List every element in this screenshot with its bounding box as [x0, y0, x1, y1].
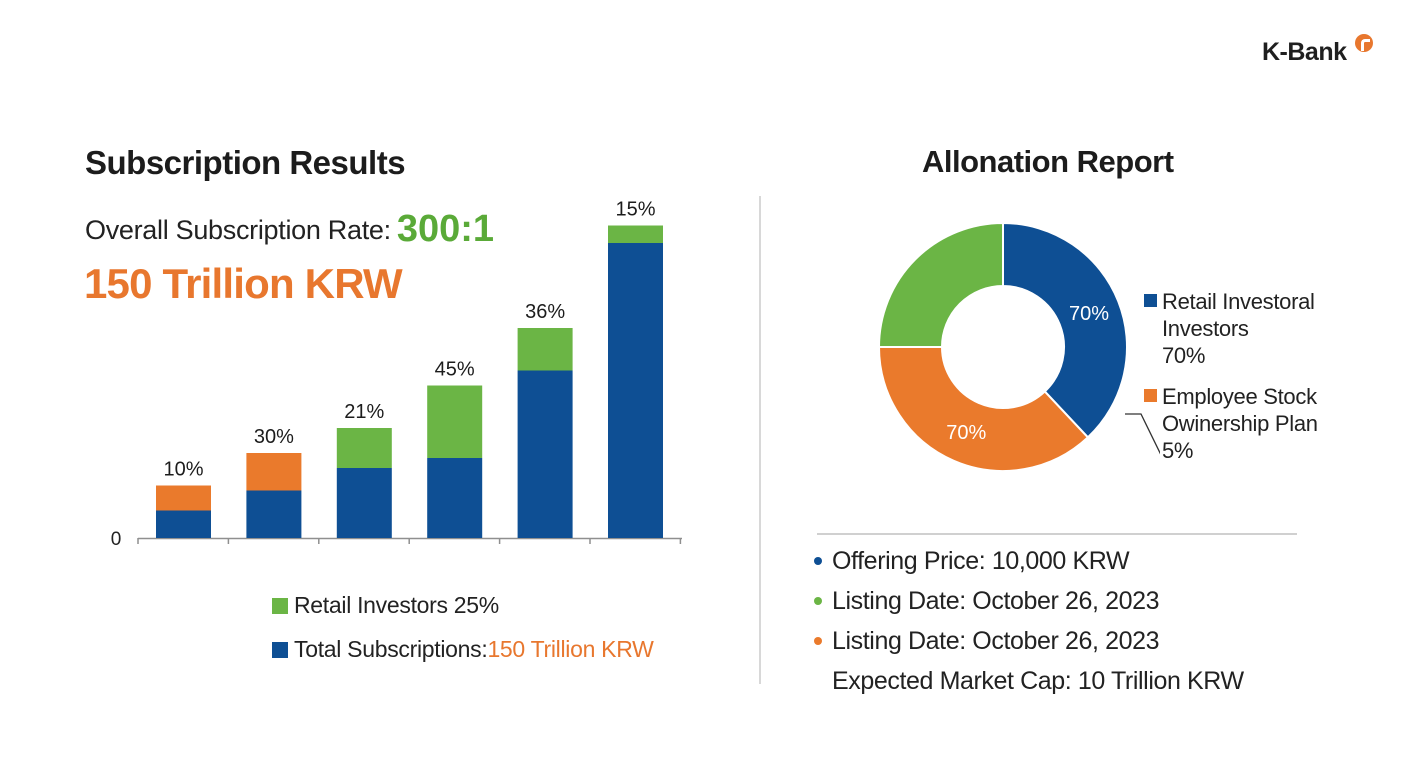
donut-slice: [1002, 221, 1128, 439]
donut-legend-line: Employee Stock: [1162, 384, 1317, 409]
panel-divider: [759, 196, 761, 684]
bar-segment: [517, 328, 573, 371]
donut-legend-item-retail: Retail Investoral Investors 70%: [1144, 288, 1404, 369]
bullet-dot: [814, 557, 822, 565]
legend-label-retail: Retail Investors 25%: [294, 592, 499, 618]
info-text: Listing Date: October 26, 2023: [832, 627, 1160, 655]
bar-data-label: 45%: [435, 359, 475, 381]
leader-line: [1125, 413, 1160, 455]
subscription-bar-chart: 0 10% 30% 21% 45% 36% 15%: [111, 199, 682, 550]
donut-legend-swatch-esop: [1144, 389, 1157, 402]
info-item-offering-price: Offering Price: 10,000 KRW: [812, 545, 1244, 585]
subscription-rate: Overall Subscription Rate: 300:1: [85, 208, 494, 251]
donut-slice: [877, 346, 1090, 472]
bar-segment: [156, 485, 211, 511]
bar-segment: [608, 225, 663, 243]
info-item-listing-date: Listing Date: October 26, 2023: [812, 585, 1244, 625]
offering-info-list: Offering Price: 10,000 KRW Listing Date:…: [812, 545, 1244, 705]
info-text: Offering Price: 10,000 KRW: [832, 547, 1130, 575]
bullet-dot: [814, 597, 822, 605]
bar-segment: [246, 490, 302, 538]
donut-legend-line: 70%: [1162, 343, 1206, 368]
donut-legend: Retail Investoral Investors 70% Employee…: [1144, 288, 1404, 464]
donut-legend-line: Retail Investoral: [1162, 289, 1315, 314]
legend-swatch-retail: [272, 598, 288, 614]
donut-legend-line: Owinership Plan: [1162, 411, 1318, 436]
legend-item-retail: Retail Investors 25%: [272, 592, 654, 636]
bar-data-label: 21%: [344, 401, 384, 423]
bar-segment: [336, 468, 392, 538]
bar-data-label: 10%: [163, 459, 203, 481]
bar-segment: [608, 243, 663, 538]
total-amount: 150 Trillion KRW: [84, 260, 403, 307]
donut-legend-line: Investors: [1162, 316, 1249, 341]
bar-segment: [427, 458, 483, 538]
logo-text: K-Bank: [1262, 38, 1347, 66]
subscription-rate-value: 300:1: [396, 208, 495, 250]
allocation-donut-chart: 70% 70%: [877, 221, 1160, 472]
logo-mark-icon: [1355, 34, 1373, 52]
info-item-market-cap: Expected Market Cap: 10 Trillion KRW: [812, 665, 1244, 705]
bar-segment: [336, 428, 392, 468]
bar-data-label: 15%: [615, 199, 655, 221]
bar-segment: [156, 510, 211, 538]
bar-data-label: 30%: [254, 426, 294, 448]
bullet-dot: [814, 637, 822, 645]
info-divider: [817, 533, 1297, 535]
info-text: Listing Date: October 26, 2023: [832, 587, 1160, 615]
subscription-results-title: Subscription Results: [85, 144, 406, 181]
bar-legend: Retail Investors 25% Total Subscriptions…: [272, 592, 654, 680]
donut-legend-item-esop: Employee Stock Owinership Plan 5%: [1144, 383, 1404, 464]
legend-label-total: Total Subscriptions:: [294, 636, 488, 662]
bar-segment: [246, 453, 302, 491]
info-item-listing-date-repeat: Listing Date: October 26, 2023: [812, 625, 1244, 665]
legend-label-total-amount: 150 Trillion KRW: [487, 636, 654, 662]
donut-slice: [877, 221, 1004, 348]
bar-segment: [517, 370, 573, 538]
kbank-logo: K-Bank: [1262, 34, 1382, 68]
donut-slice-label: 70%: [1069, 303, 1109, 325]
donut-legend-swatch-retail: [1144, 294, 1157, 307]
legend-swatch-total: [272, 642, 288, 658]
y-tick-label: 0: [111, 529, 122, 550]
bar-segment: [427, 385, 483, 458]
bar-data-label: 36%: [525, 301, 565, 323]
legend-item-total: Total Subscriptions:150 Trillion KRW: [272, 636, 654, 680]
donut-slice-label: 70%: [946, 422, 986, 444]
allocation-report-title: Allonation Report: [922, 144, 1174, 179]
info-text: Expected Market Cap: 10 Trillion KRW: [832, 667, 1244, 695]
subscription-rate-label: Overall Subscription Rate:: [85, 215, 391, 245]
donut-legend-line: 5%: [1162, 438, 1194, 463]
